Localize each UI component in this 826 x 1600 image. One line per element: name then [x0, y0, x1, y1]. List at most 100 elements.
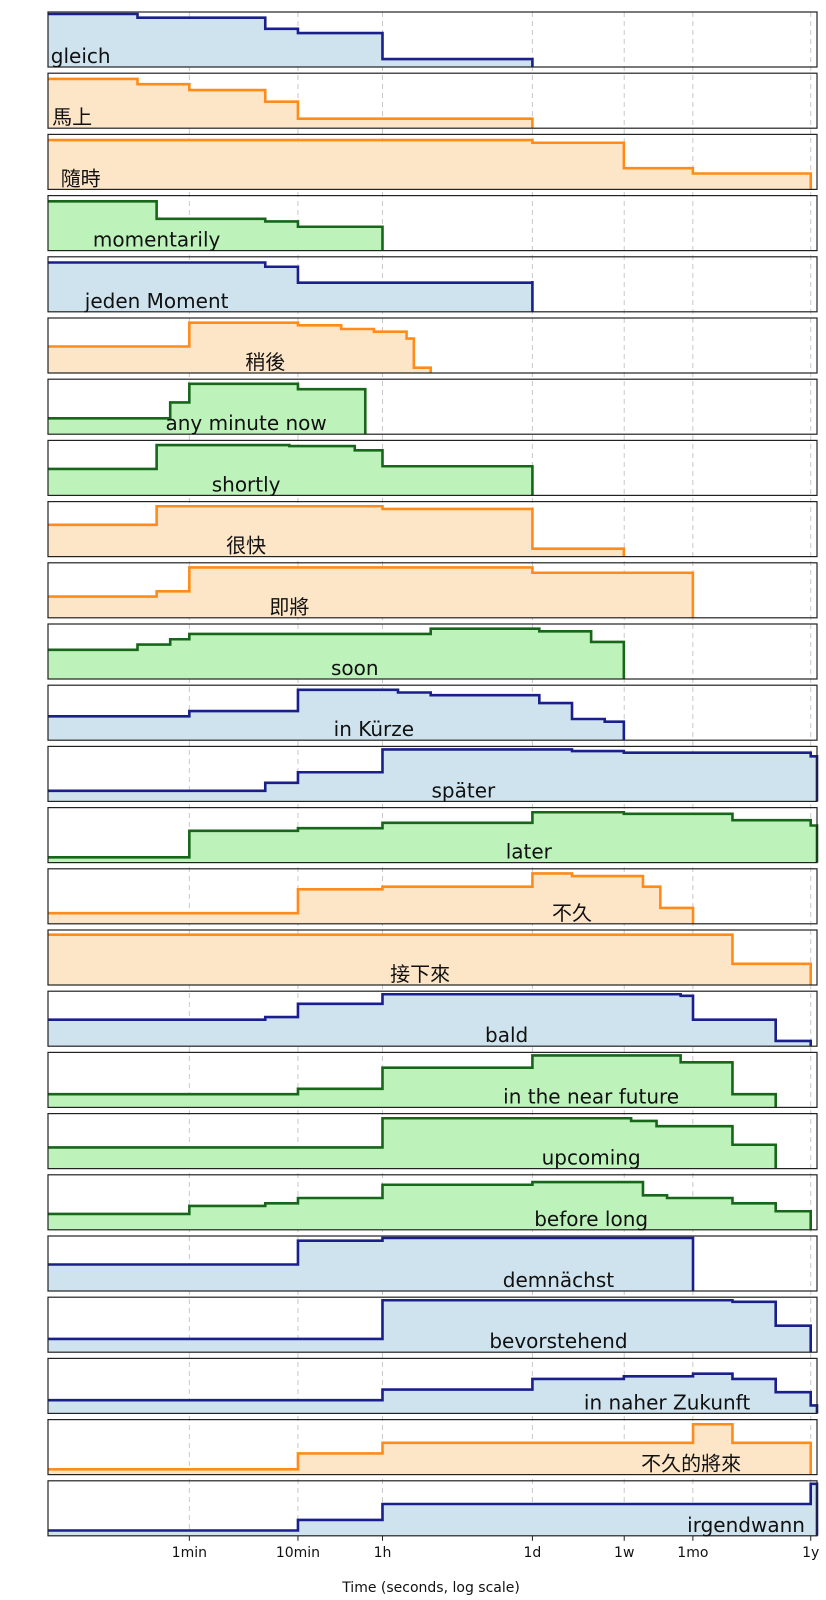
series-line	[48, 77, 534, 129]
series-line	[48, 688, 626, 741]
series-area	[48, 383, 366, 435]
panel-frame	[47, 868, 818, 925]
panel-frame	[47, 195, 818, 252]
panel-frame	[47, 1235, 818, 1292]
series-line	[48, 443, 534, 496]
series-area	[48, 78, 533, 129]
series-line	[48, 1236, 695, 1291]
series-line	[48, 12, 534, 67]
tick-label-2: 1h	[374, 1545, 392, 1561]
panel-4: jeden Moment	[47, 256, 818, 313]
tick-label-4: 1w	[614, 1545, 634, 1561]
panel-frame	[47, 72, 818, 129]
panel-11: in Kürze	[47, 684, 818, 741]
series-label: in Kürze	[334, 717, 414, 741]
panel-9: 即將	[47, 562, 818, 619]
series-area	[48, 322, 431, 373]
panel-frame	[47, 1480, 818, 1537]
series-area	[48, 567, 693, 618]
series-area	[48, 14, 533, 67]
series-label: 即將	[269, 595, 309, 619]
series-line	[48, 992, 812, 1047]
panel-frame	[47, 623, 818, 680]
panel-13: later	[47, 806, 819, 864]
series-area	[48, 1118, 776, 1169]
tick-label-5: 1mo	[677, 1545, 708, 1561]
series-label: 不久	[552, 901, 592, 925]
panel-21: bevorstehend	[47, 1296, 818, 1353]
panel-frame	[47, 1112, 818, 1170]
series-line	[48, 200, 384, 251]
panel-16: bald	[47, 990, 818, 1047]
panel-24: irgendwann	[47, 1480, 819, 1537]
series-line	[48, 872, 695, 924]
tick-label-3: 1d	[524, 1545, 542, 1561]
series-area	[48, 812, 817, 863]
panel-12: später	[47, 745, 819, 803]
panel-0: gleich	[47, 11, 818, 68]
panel-frame	[47, 1051, 818, 1109]
series-label: irgendwann	[687, 1513, 805, 1537]
series-area	[48, 506, 624, 557]
series-label: later	[506, 840, 553, 864]
panel-10: soon	[47, 623, 818, 680]
series-area	[48, 994, 811, 1047]
series-line	[48, 138, 813, 190]
panel-frame	[47, 11, 818, 68]
tick-label-1: 10min	[276, 1545, 320, 1561]
panel-5: 稍後	[47, 317, 818, 374]
series-line	[48, 810, 819, 863]
panel-19: before long	[47, 1174, 818, 1231]
series-area	[48, 201, 383, 251]
panel-8: 很快	[47, 501, 818, 558]
series-line	[48, 1054, 777, 1108]
series-label: bald	[485, 1023, 528, 1047]
panel-frame	[47, 317, 818, 374]
panel-frame	[47, 745, 818, 803]
series-label: momentarily	[93, 228, 221, 252]
panel-frame	[47, 256, 818, 313]
series-line	[48, 504, 626, 557]
series-area	[48, 934, 811, 985]
series-line	[48, 627, 626, 679]
panel-frame	[47, 1418, 818, 1476]
tick-label-0: 1min	[172, 1545, 207, 1561]
series-label: any minute now	[165, 411, 326, 435]
series-label: upcoming	[542, 1146, 641, 1170]
series-label: 不久的將來	[641, 1452, 741, 1476]
panel-frame	[47, 501, 818, 558]
panel-frame	[47, 1174, 818, 1231]
series-area	[48, 1483, 817, 1536]
series-label: 隨時	[61, 166, 101, 190]
series-label: gleich	[51, 44, 111, 68]
series-line	[48, 382, 367, 435]
series-line	[48, 566, 695, 618]
panel-14: 不久	[47, 868, 818, 925]
panel-frame	[47, 378, 818, 435]
series-label: 馬上	[52, 105, 92, 129]
series-area	[48, 689, 624, 741]
panel-frame	[47, 562, 818, 619]
series-label: bevorstehend	[489, 1329, 627, 1353]
panel-6: any minute now	[47, 378, 818, 435]
tick-label-6: 1y	[802, 1545, 819, 1561]
panel-17: in the near future	[47, 1051, 818, 1109]
panel-23: 不久的將來	[47, 1418, 818, 1476]
series-area	[48, 749, 817, 802]
series-line	[48, 1116, 777, 1169]
panel-22: in naher Zukunft	[47, 1357, 819, 1415]
panel-frame	[47, 133, 818, 190]
panel-frame	[47, 1357, 818, 1415]
series-area	[48, 1373, 817, 1414]
series-area	[48, 1182, 811, 1230]
series-label: soon	[331, 656, 379, 680]
series-label: in naher Zukunft	[584, 1390, 750, 1414]
series-area	[48, 873, 694, 924]
series-label: jeden Moment	[84, 289, 229, 313]
panel-frame	[47, 806, 818, 864]
series-line	[48, 1422, 812, 1475]
x-axis-label: Time (seconds, log scale)	[341, 1580, 520, 1596]
panel-frame	[47, 1296, 818, 1353]
panel-frame	[47, 990, 818, 1047]
